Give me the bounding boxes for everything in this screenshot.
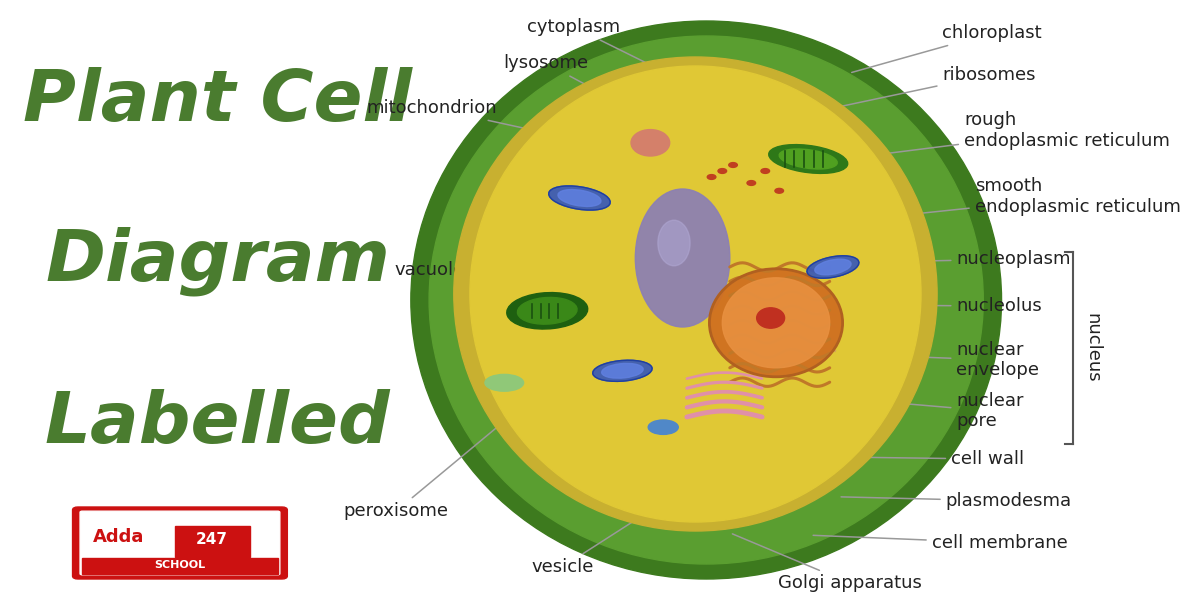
- Ellipse shape: [410, 21, 1002, 579]
- Ellipse shape: [548, 186, 611, 210]
- Ellipse shape: [748, 181, 756, 185]
- Ellipse shape: [709, 269, 842, 377]
- Text: Adda: Adda: [94, 528, 144, 546]
- Text: nucleoplasm: nucleoplasm: [835, 250, 1070, 268]
- Ellipse shape: [601, 364, 643, 378]
- Ellipse shape: [631, 130, 670, 156]
- Ellipse shape: [658, 220, 690, 266]
- Ellipse shape: [635, 189, 730, 327]
- Text: cell membrane: cell membrane: [814, 534, 1068, 552]
- Text: nucleus: nucleus: [1084, 313, 1102, 383]
- Text: 247: 247: [196, 533, 228, 547]
- FancyBboxPatch shape: [72, 507, 287, 579]
- Text: Golgi apparatus: Golgi apparatus: [732, 534, 922, 592]
- Ellipse shape: [718, 169, 727, 173]
- Text: vesicle: vesicle: [532, 509, 653, 576]
- Ellipse shape: [506, 293, 588, 329]
- Text: Plant Cell: Plant Cell: [23, 67, 412, 136]
- Ellipse shape: [779, 149, 838, 169]
- Text: smooth
endoplasmic reticulum: smooth endoplasmic reticulum: [852, 178, 1181, 221]
- Ellipse shape: [470, 66, 920, 522]
- FancyBboxPatch shape: [80, 511, 280, 575]
- Text: ribosomes: ribosomes: [830, 66, 1036, 109]
- Text: SCHOOL: SCHOOL: [155, 560, 205, 570]
- Ellipse shape: [707, 175, 716, 179]
- Ellipse shape: [593, 360, 652, 382]
- Text: plasmodesma: plasmodesma: [841, 492, 1072, 510]
- Text: cytoplasm: cytoplasm: [527, 18, 668, 74]
- Text: mitochondrion: mitochondrion: [366, 99, 580, 140]
- Text: peroxisome: peroxisome: [343, 425, 500, 520]
- Text: Labelled: Labelled: [44, 389, 390, 457]
- Ellipse shape: [728, 163, 737, 167]
- Ellipse shape: [775, 188, 784, 193]
- Text: vacuole: vacuole: [395, 226, 562, 279]
- Ellipse shape: [558, 190, 601, 206]
- Text: chloroplast: chloroplast: [852, 24, 1042, 73]
- Ellipse shape: [806, 256, 859, 278]
- Ellipse shape: [815, 259, 851, 275]
- Text: Diagram: Diagram: [46, 226, 390, 296]
- Text: nuclear
pore: nuclear pore: [804, 392, 1024, 430]
- Ellipse shape: [722, 278, 829, 368]
- Ellipse shape: [761, 169, 769, 173]
- Ellipse shape: [454, 57, 937, 531]
- Ellipse shape: [769, 145, 847, 173]
- Ellipse shape: [430, 36, 983, 564]
- Text: nucleolus: nucleolus: [820, 297, 1042, 315]
- Text: lysosome: lysosome: [503, 54, 622, 104]
- Text: nuclear
envelope: nuclear envelope: [809, 341, 1039, 379]
- Ellipse shape: [517, 298, 577, 324]
- FancyBboxPatch shape: [83, 558, 277, 574]
- Ellipse shape: [485, 374, 523, 391]
- Text: rough
endoplasmic reticulum: rough endoplasmic reticulum: [845, 112, 1170, 158]
- FancyBboxPatch shape: [174, 526, 250, 557]
- Ellipse shape: [757, 308, 785, 328]
- Ellipse shape: [648, 420, 678, 434]
- Text: cell wall: cell wall: [856, 450, 1024, 468]
